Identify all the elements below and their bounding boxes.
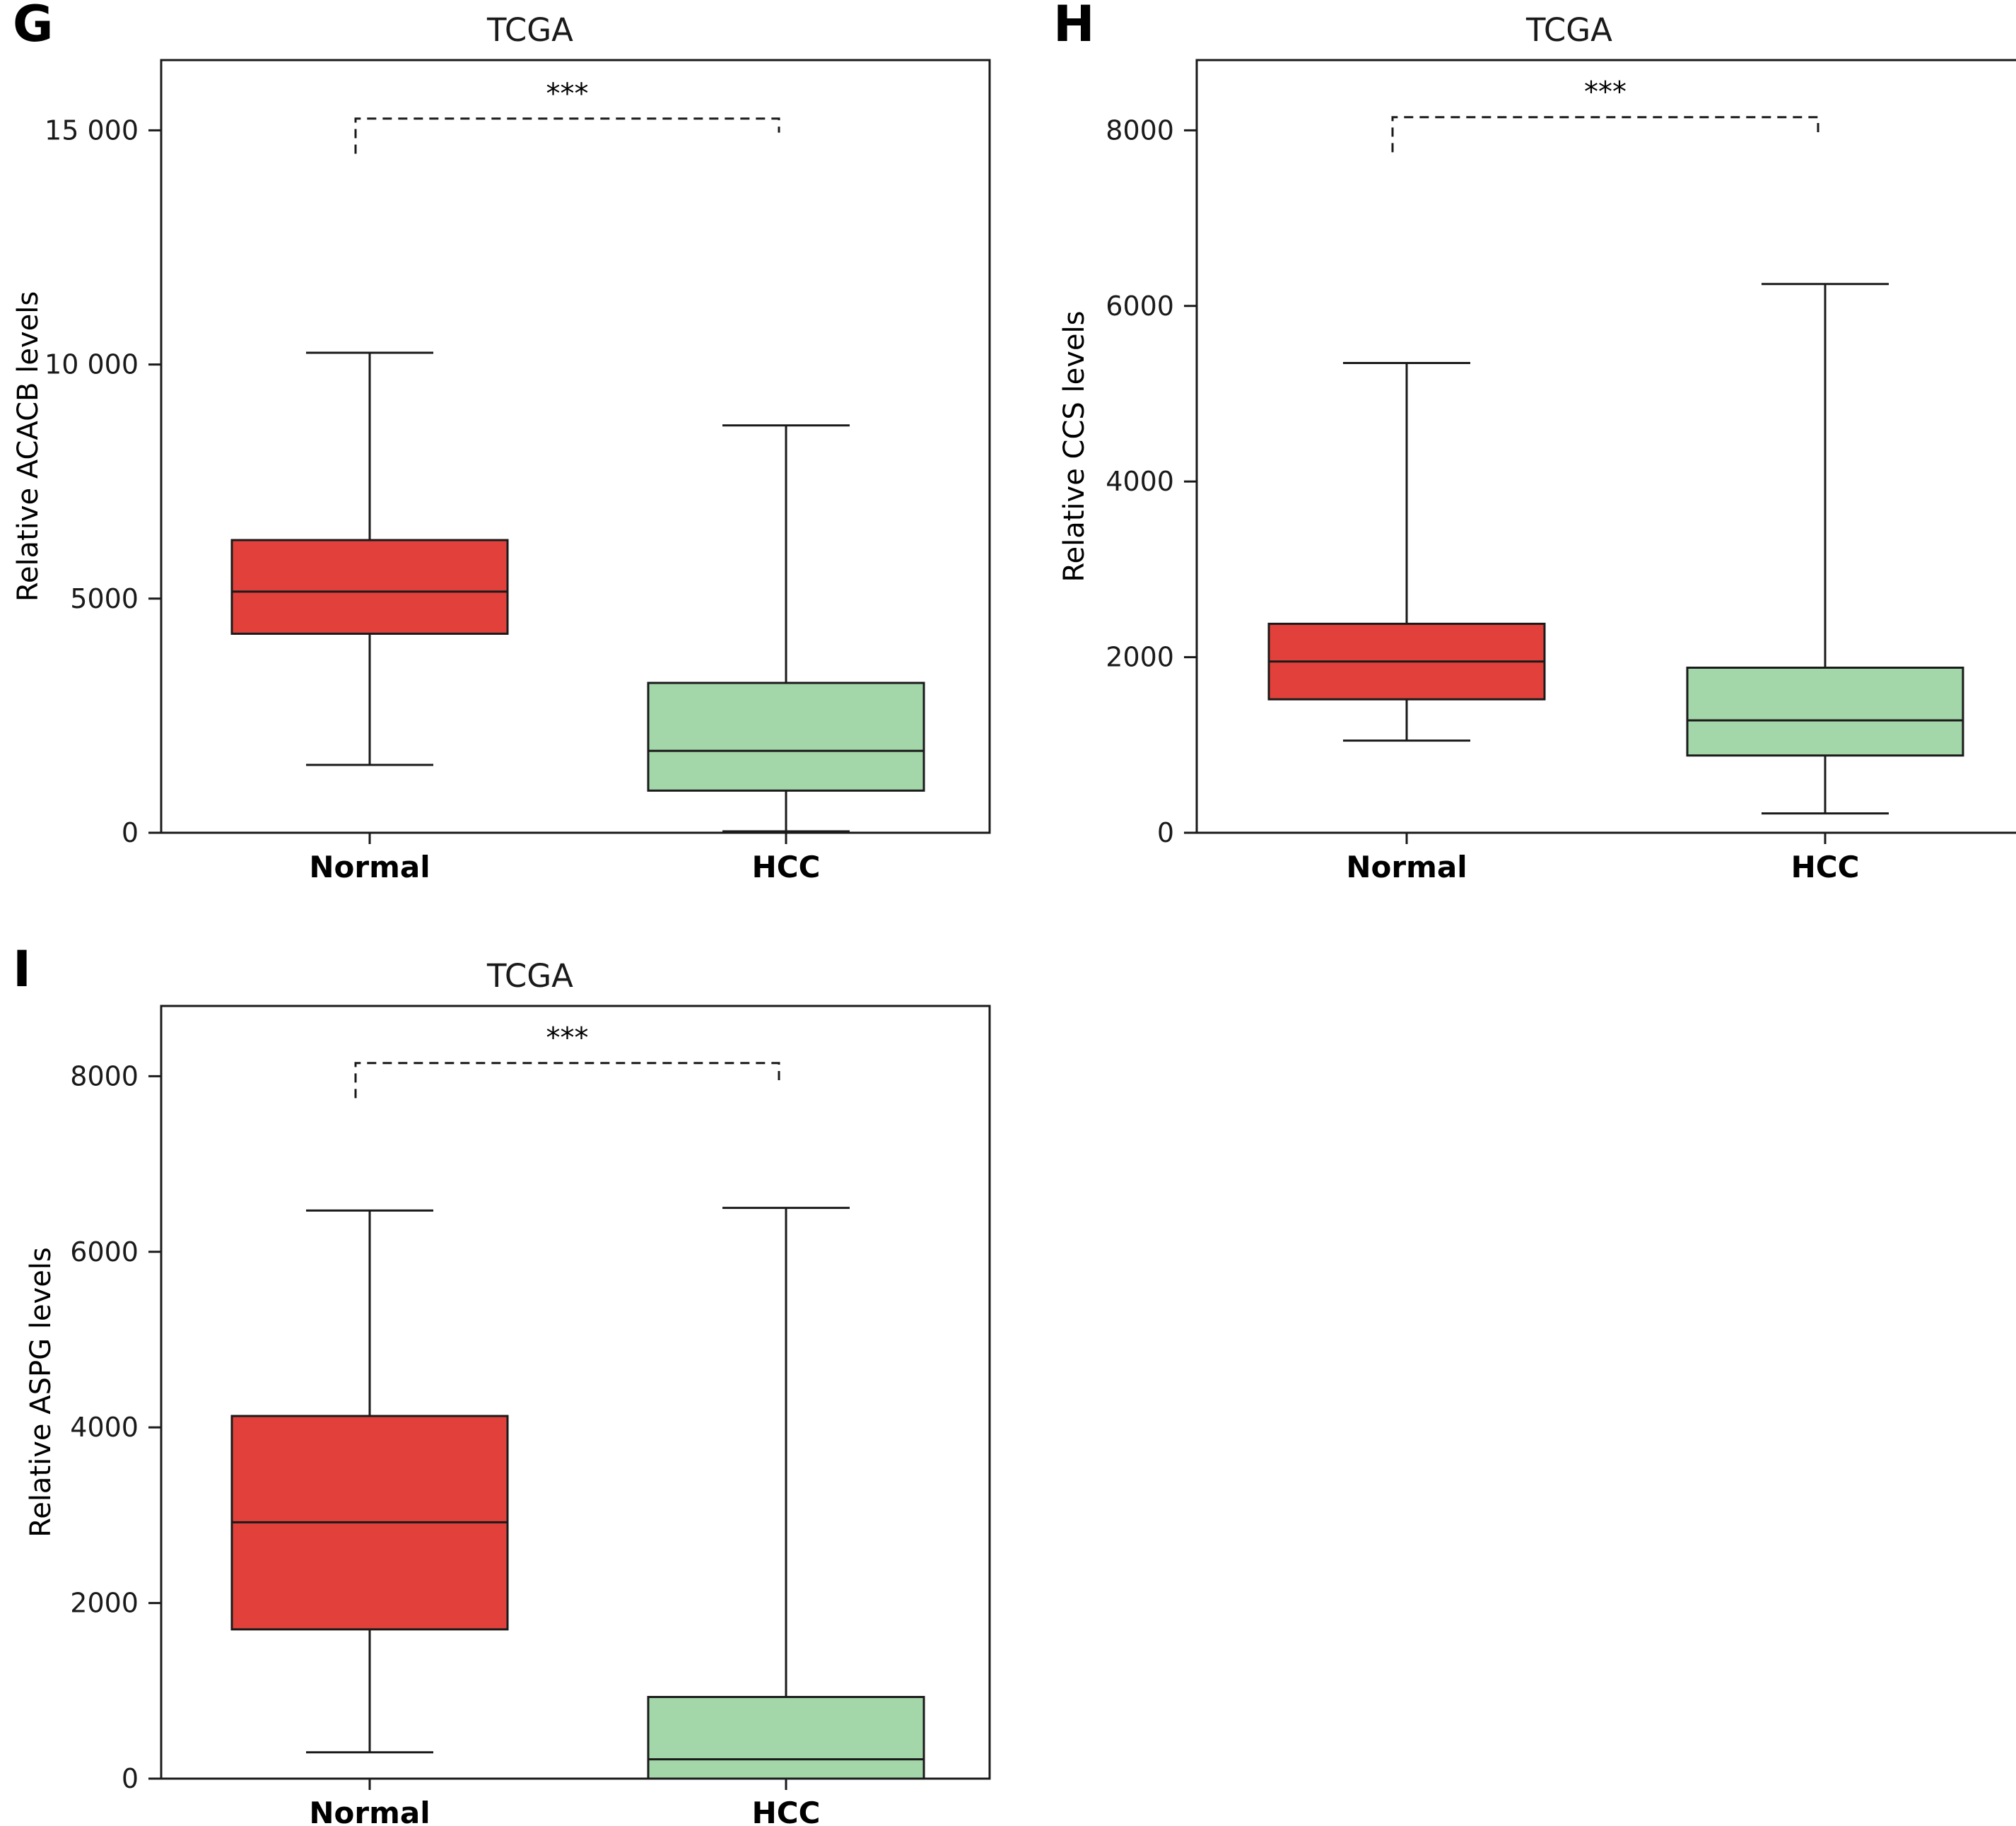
box-hcc	[1686, 283, 1964, 815]
y-tick-label: 10 000	[45, 349, 139, 380]
box-normal	[230, 1209, 509, 1754]
plot-frame	[160, 1005, 991, 1780]
box-normal	[1267, 362, 1546, 742]
y-tick-label: 15 000	[45, 115, 139, 146]
chart-title: TCGA	[486, 11, 573, 49]
y-tick-label: 8000	[70, 1060, 139, 1091]
y-tick-label: 0	[1157, 817, 1174, 848]
significance-label: ***	[546, 1022, 589, 1055]
chart-title: TCGA	[486, 957, 573, 995]
y-tick-label: 2000	[1106, 642, 1174, 673]
y-axis-label: Relative ACACB levels	[12, 291, 45, 602]
category-label-hcc: HCC	[752, 1796, 821, 1826]
significance-bracket	[1391, 116, 1819, 153]
panel-i: I TCGA 0 2000 4000 6000 8000 Relative ASPG leve…	[13, 940, 991, 1826]
y-tick-label: 2000	[70, 1588, 139, 1619]
y-tick-label: 6000	[1106, 291, 1174, 322]
iqr-box	[1686, 666, 1964, 757]
plot-frame	[160, 59, 991, 834]
y-tick-label: 0	[122, 1763, 139, 1794]
y-tick-label: 4000	[1106, 466, 1174, 497]
category-label-hcc: HCC	[752, 850, 821, 884]
category-label-normal: Normal	[309, 850, 430, 884]
y-tick-label: 5000	[70, 583, 139, 614]
iqr-box	[647, 1695, 925, 1780]
significance-bracket	[354, 1062, 780, 1099]
significance-label: ***	[1584, 76, 1627, 109]
y-tick-label: 4000	[70, 1412, 139, 1443]
y-tick-label: 8000	[1106, 115, 1174, 146]
panel-label: G	[13, 0, 53, 53]
category-label-normal: Normal	[309, 1796, 430, 1826]
box-hcc	[647, 424, 925, 833]
plot-frame	[1195, 59, 2016, 834]
box-hcc	[647, 1207, 925, 1780]
category-label-hcc: HCC	[1791, 850, 1860, 884]
y-tick-label: 0	[122, 817, 139, 848]
box-normal	[230, 351, 509, 766]
significance-bracket	[354, 117, 780, 154]
panel-label: H	[1053, 0, 1095, 53]
panel-label: I	[13, 940, 31, 998]
panel-h: H TCGA 0 2000 4000 6000 8000 Relative CCS level…	[1053, 0, 2016, 884]
y-axis-label: Relative ASPG levels	[25, 1247, 57, 1538]
y-axis-label: Relative CCS levels	[1058, 311, 1091, 583]
chart-title: TCGA	[1525, 11, 1612, 49]
y-tick-label: 6000	[70, 1236, 139, 1268]
iqr-box	[230, 539, 509, 635]
significance-label: ***	[546, 78, 589, 110]
iqr-box	[647, 681, 925, 792]
category-label-normal: Normal	[1346, 850, 1467, 884]
panel-g: G TCGA 0 5000 10 000 15 000 Relative ACACB lev…	[12, 0, 991, 884]
